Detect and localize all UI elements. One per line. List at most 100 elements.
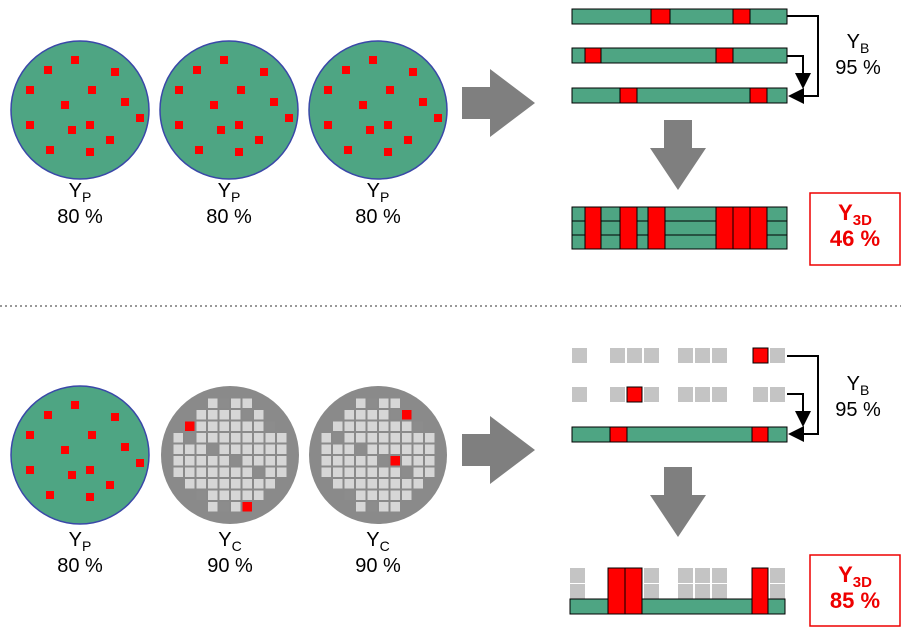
die	[254, 410, 264, 420]
label-subscript: P	[380, 189, 389, 205]
defect	[86, 466, 94, 474]
die	[644, 568, 659, 583]
die	[196, 421, 206, 431]
connector	[787, 55, 811, 89]
die	[770, 348, 785, 363]
die	[196, 444, 206, 454]
defect	[106, 481, 114, 489]
die	[344, 433, 354, 443]
die	[402, 467, 412, 477]
defect	[386, 86, 394, 94]
die	[254, 479, 264, 489]
die	[413, 479, 423, 489]
die	[208, 444, 218, 454]
arrow	[462, 69, 535, 137]
die	[356, 421, 366, 431]
die	[712, 568, 727, 583]
label: Y3D	[838, 562, 872, 591]
die	[570, 584, 585, 599]
die	[367, 479, 377, 489]
defect	[751, 567, 769, 615]
die	[390, 398, 400, 408]
defect	[71, 401, 79, 409]
die	[425, 467, 435, 477]
label-symbol: Y	[838, 562, 853, 587]
die	[265, 479, 275, 489]
die	[265, 433, 275, 443]
die	[390, 490, 400, 500]
defect	[732, 8, 751, 25]
die	[390, 456, 400, 466]
die	[265, 444, 275, 454]
die	[321, 456, 331, 466]
die	[644, 348, 659, 363]
defect	[260, 68, 268, 76]
defect	[255, 136, 263, 144]
defect	[647, 206, 666, 250]
die	[356, 398, 366, 408]
die	[695, 348, 710, 363]
die	[321, 433, 331, 443]
die	[254, 456, 264, 466]
die	[402, 421, 412, 431]
wafer	[309, 386, 447, 524]
defect	[88, 431, 96, 439]
die	[570, 568, 585, 583]
defect	[61, 101, 69, 109]
defect	[751, 426, 769, 443]
wafer	[10, 385, 150, 525]
label-value: 80 %	[57, 555, 103, 577]
die	[219, 433, 229, 443]
die	[242, 433, 252, 443]
die	[208, 433, 218, 443]
die	[242, 502, 252, 512]
connector	[787, 15, 819, 104]
die	[356, 433, 366, 443]
defect	[121, 98, 129, 106]
bond-layer	[571, 47, 788, 64]
die	[678, 584, 693, 599]
die	[208, 490, 218, 500]
defect	[624, 567, 643, 615]
die	[231, 433, 241, 443]
die	[219, 421, 229, 431]
die	[379, 421, 389, 431]
die	[367, 502, 377, 512]
defect	[68, 471, 76, 479]
die	[379, 398, 389, 408]
label-symbol: Y	[838, 200, 853, 225]
defect	[715, 206, 734, 250]
wafer	[10, 40, 150, 180]
die	[219, 479, 229, 489]
defect	[217, 126, 225, 134]
defect	[419, 98, 427, 106]
die	[231, 410, 241, 420]
die	[196, 479, 206, 489]
die	[610, 387, 625, 402]
label: YP	[367, 180, 390, 205]
die	[402, 410, 412, 420]
die	[367, 490, 377, 500]
defect	[88, 86, 96, 94]
label-value: 90 %	[355, 555, 401, 577]
die	[695, 568, 710, 583]
label-subscript: C	[380, 538, 390, 554]
die	[242, 410, 252, 420]
defect	[86, 493, 94, 501]
die	[254, 421, 264, 431]
result-box	[809, 554, 901, 627]
die	[402, 444, 412, 454]
die	[321, 444, 331, 454]
die	[173, 433, 183, 443]
die	[610, 348, 625, 363]
die	[379, 502, 389, 512]
label-symbol: Y	[69, 180, 82, 202]
die	[712, 584, 727, 599]
die	[572, 387, 587, 402]
die	[242, 421, 252, 431]
die	[231, 490, 241, 500]
die	[356, 502, 366, 512]
defect	[136, 114, 144, 122]
die	[242, 456, 252, 466]
